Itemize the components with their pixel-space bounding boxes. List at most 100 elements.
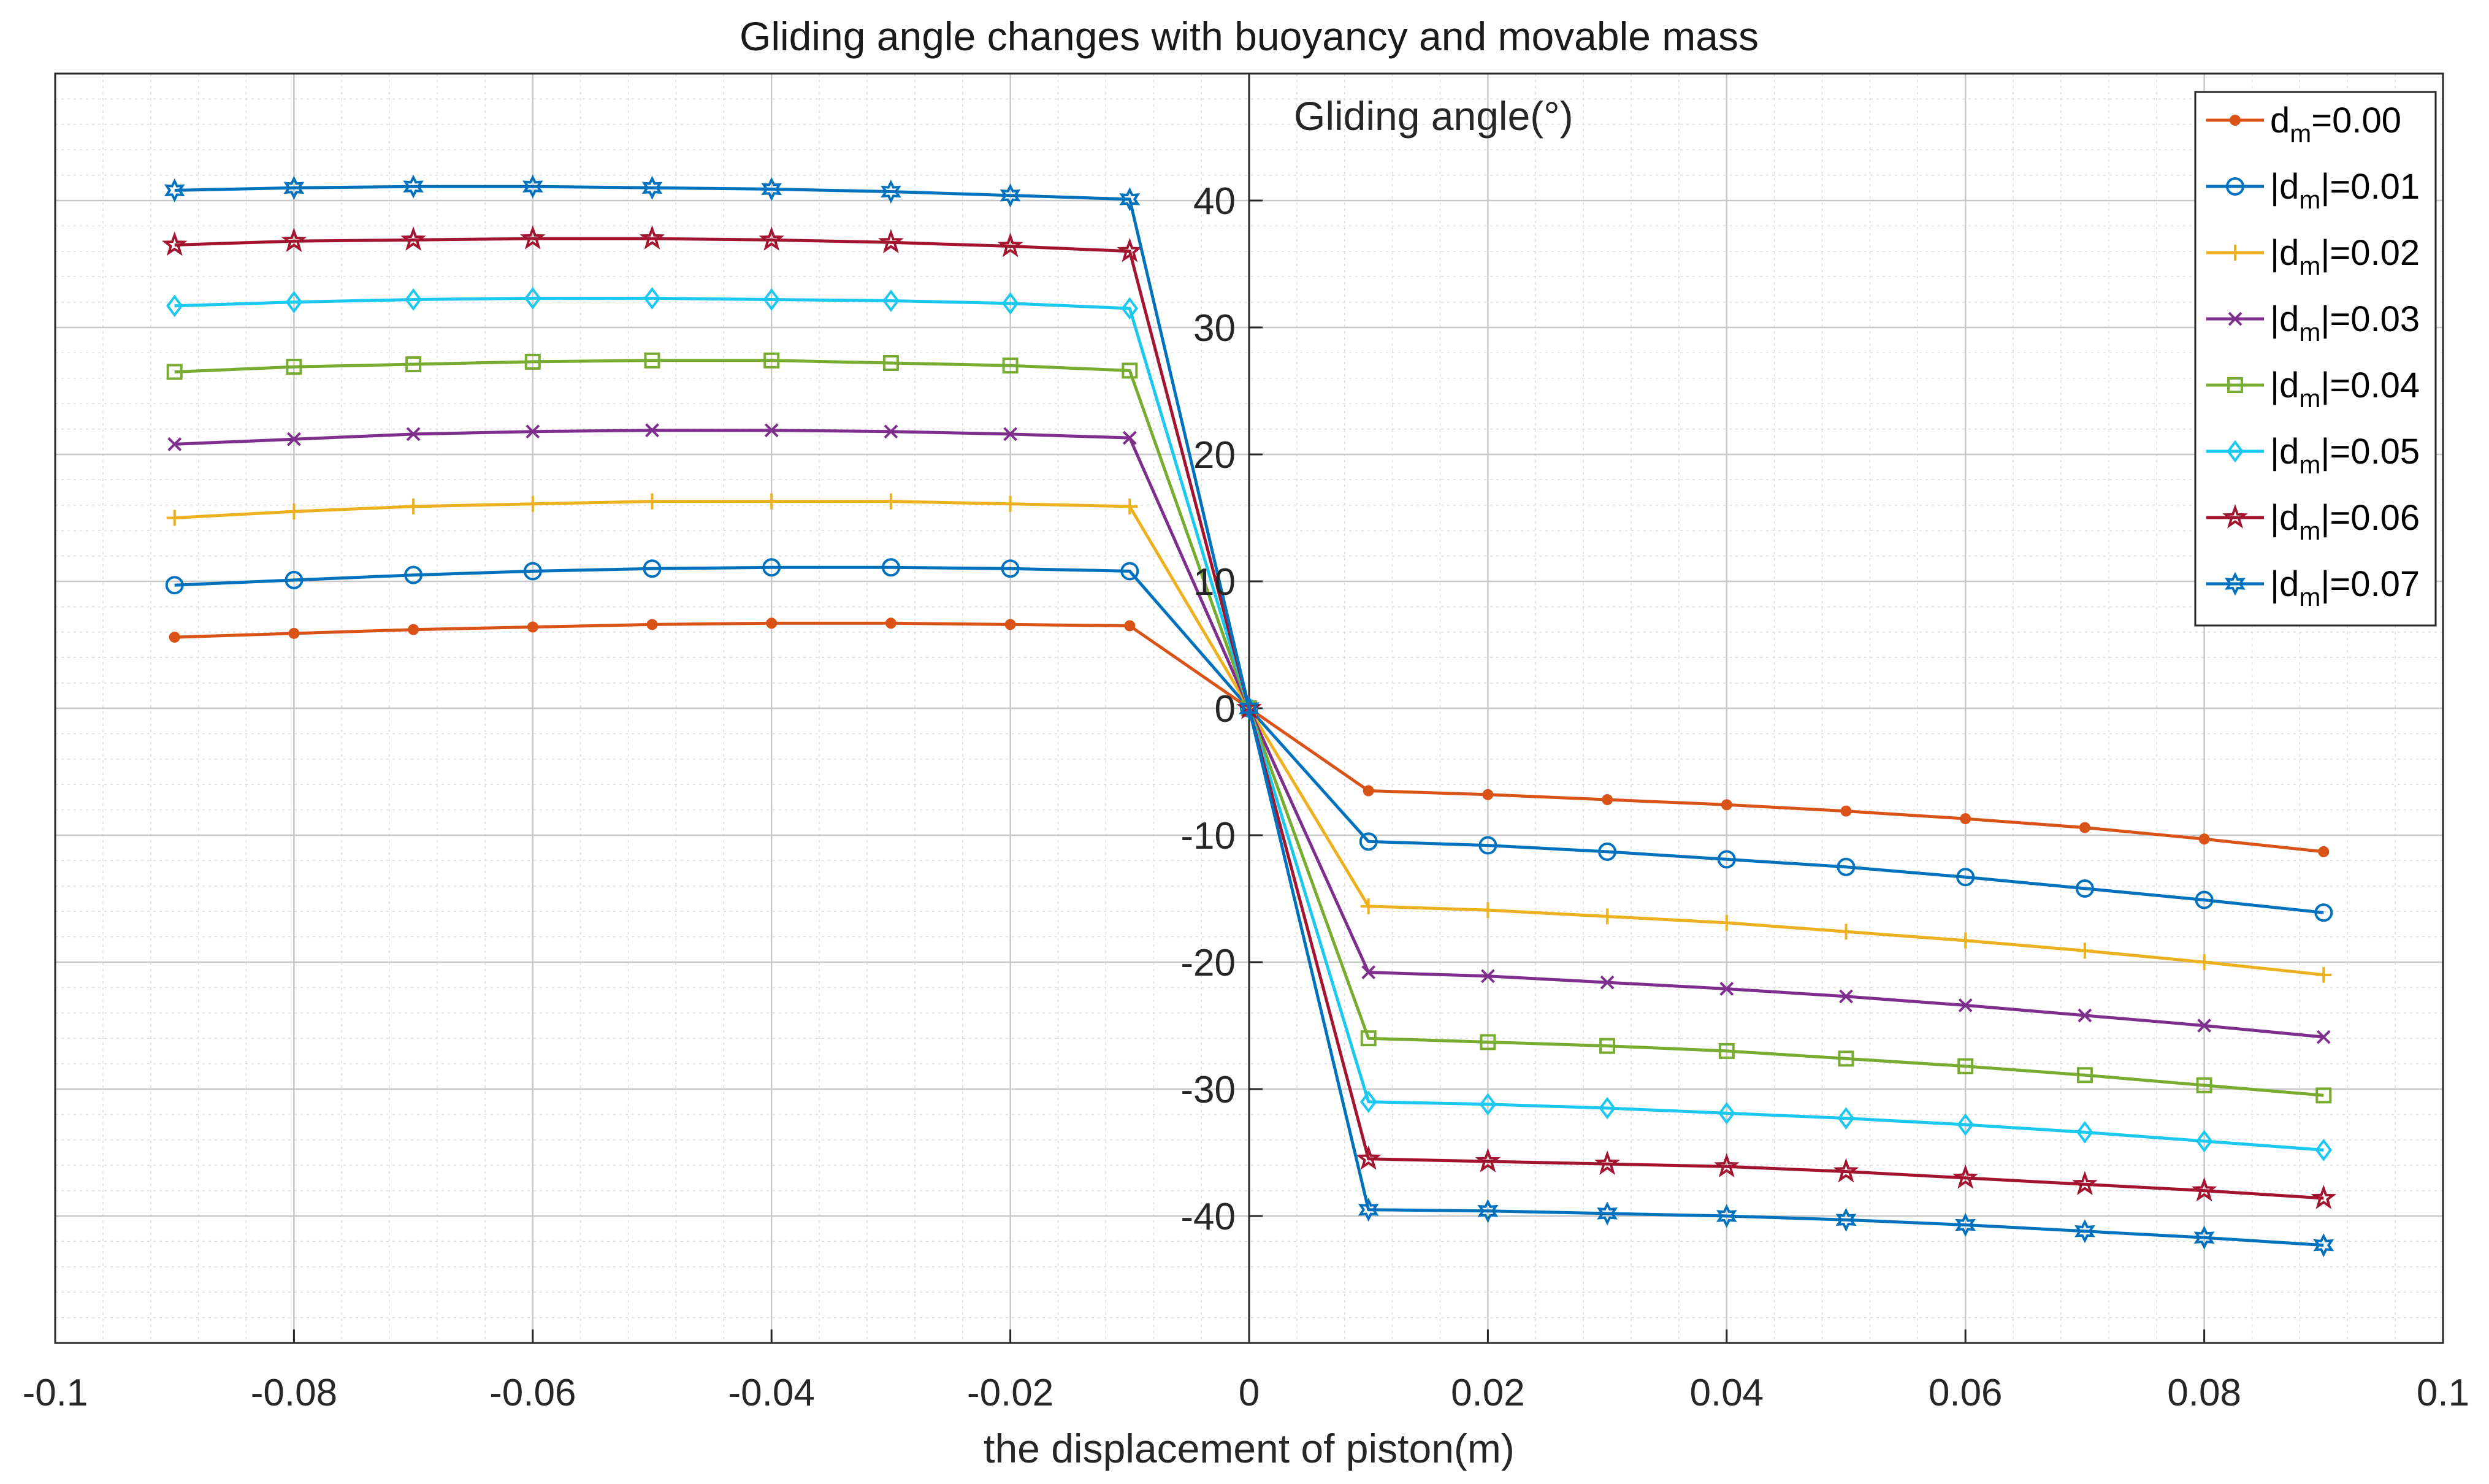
tick-layer: -0.1 -0.08 -0.06 -0.04 -0.02 0 0.02 0.04 0.06 0.0… <box>23 180 2470 1414</box>
data-point-marker <box>1480 969 1495 984</box>
legend-entry: dm=0.00 <box>2206 101 2401 148</box>
legend-marker <box>2225 572 2246 596</box>
data-point-marker <box>1361 965 1376 979</box>
data-point-marker <box>1840 805 1852 817</box>
data-point-marker <box>1360 1030 1377 1047</box>
data-point-marker <box>2315 966 2332 983</box>
data-point-marker <box>1355 1145 1382 1170</box>
legend-label: |dm|=0.06 <box>2270 498 2420 545</box>
chart-title: Gliding angle changes with buoyancy and … <box>740 13 1759 59</box>
data-point-marker <box>1122 430 1137 445</box>
legend-entry: |dm|=0.07 <box>2206 564 2420 611</box>
x-tick-label: 0 <box>1239 1372 1260 1414</box>
data-point-marker <box>1117 237 1143 262</box>
data-point-marker <box>1122 362 1138 379</box>
data-point-marker <box>1004 619 1016 630</box>
data-point-marker <box>882 354 899 371</box>
data-point-marker <box>285 291 303 313</box>
data-point-marker <box>759 226 785 251</box>
data-point-marker <box>1482 789 1494 800</box>
legend-label: |dm|=0.01 <box>2270 167 2420 214</box>
data-point-marker <box>646 619 658 630</box>
y-axis-inner-label: Gliding angle(°) <box>1294 93 1573 139</box>
data-point-marker <box>1359 832 1378 851</box>
data-point-marker <box>408 624 419 635</box>
x-tick-label: -0.02 <box>967 1372 1053 1414</box>
data-point-marker <box>884 424 898 439</box>
data-point-marker <box>403 174 424 199</box>
data-point-marker <box>406 427 421 442</box>
legend-marker <box>2227 440 2244 463</box>
data-point-marker <box>763 288 780 311</box>
data-point-marker <box>2193 1225 2215 1250</box>
data-point-marker <box>1716 1204 1737 1228</box>
data-point-marker <box>1358 1198 1379 1222</box>
data-point-marker <box>2191 1177 2217 1202</box>
data-point-marker <box>169 632 180 643</box>
data-point-marker <box>166 510 183 526</box>
data-point-marker <box>161 231 188 256</box>
data-point-marker <box>1480 1034 1496 1050</box>
data-point-marker <box>2314 903 2333 922</box>
data-point-marker <box>644 352 660 369</box>
x-tick-label: -0.06 <box>489 1372 576 1414</box>
plot-frame <box>54 72 2444 1344</box>
legend-label: |dm|=0.05 <box>2270 432 2420 479</box>
data-point-marker <box>1120 562 1139 581</box>
data-point-marker <box>1960 813 1971 825</box>
y-tick-label: 30 <box>1193 307 1236 350</box>
data-point-marker <box>762 558 781 577</box>
data-point-marker <box>882 289 900 312</box>
data-point-marker <box>1957 1058 1974 1074</box>
data-point-marker <box>524 353 541 370</box>
data-point-marker <box>527 621 538 633</box>
data-point-marker <box>2195 890 2214 909</box>
data-point-marker <box>2315 1139 2333 1161</box>
data-point-marker <box>644 493 660 510</box>
data-point-marker <box>1003 427 1018 442</box>
x-tick-label: -0.1 <box>23 1372 88 1414</box>
data-point-marker <box>286 503 302 520</box>
data-point-marker <box>877 229 904 254</box>
data-point-marker <box>405 498 422 514</box>
data-point-marker <box>1713 1153 1740 1177</box>
data-point-marker <box>2196 1077 2212 1093</box>
data-point-marker <box>405 288 422 311</box>
data-point-marker <box>166 364 183 380</box>
data-point-marker <box>881 558 900 577</box>
x-tick-label: -0.04 <box>728 1372 815 1414</box>
data-point-marker <box>766 618 778 629</box>
data-point-marker <box>2195 1130 2213 1153</box>
legend-marker <box>2226 177 2244 196</box>
legend-label: |dm|=0.02 <box>2270 233 2420 280</box>
legend-entry: |dm|=0.01 <box>2206 167 2420 214</box>
data-point-marker <box>1477 1199 1499 1223</box>
data-point-marker <box>2075 879 2094 898</box>
data-point-marker <box>643 287 661 310</box>
data-point-marker <box>2313 1233 2334 1258</box>
data-point-marker <box>761 177 782 201</box>
x-tick-label: 0.08 <box>2167 1372 2241 1414</box>
data-point-marker <box>639 225 665 250</box>
data-point-marker <box>165 576 184 595</box>
data-point-marker <box>1957 1113 1974 1136</box>
data-point-marker <box>643 559 662 578</box>
data-point-marker <box>1835 1207 1857 1232</box>
y-tick-label: 20 <box>1193 434 1236 476</box>
data-point-marker <box>1000 183 1021 208</box>
data-point-marker <box>1598 842 1617 861</box>
data-point-marker <box>404 565 423 584</box>
legend-marker <box>2227 245 2243 261</box>
data-point-marker <box>2078 1008 2092 1023</box>
data-point-marker <box>1121 297 1139 320</box>
data-point-marker <box>1718 914 1735 931</box>
data-point-marker <box>519 225 546 250</box>
data-point-marker <box>1837 1107 1855 1130</box>
x-tick-label: 0.06 <box>1929 1372 2003 1414</box>
legend-box <box>2194 91 2437 627</box>
data-point-marker <box>164 178 185 202</box>
data-point-marker <box>2076 943 2093 959</box>
data-point-marker <box>1480 902 1496 919</box>
series-7 <box>164 174 2334 1258</box>
data-point-marker <box>1956 868 1975 887</box>
